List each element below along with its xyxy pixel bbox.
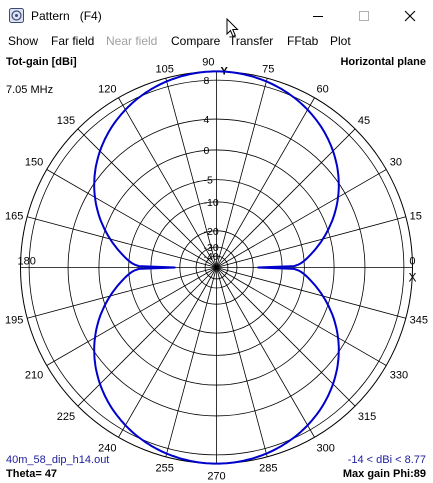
grid-spoke <box>216 97 315 268</box>
grid-spoke <box>77 128 217 268</box>
radiation-pattern-trace <box>93 70 340 465</box>
app-icon <box>9 8 24 23</box>
polar-pattern-chart: 0 15 30 45 60 75 90 105 120 135 150 165 180 195 210 225… <box>5 57 428 483</box>
ring-value-label: 8 <box>204 75 210 87</box>
minimize-icon <box>313 15 323 17</box>
grid-spoke <box>46 267 217 366</box>
angle-label: 165 <box>5 211 23 223</box>
angle-label: 0 <box>409 256 415 268</box>
grid-spoke <box>118 267 217 438</box>
angle-label: 15 <box>410 211 422 223</box>
grid-spoke <box>216 267 406 319</box>
angle-label: 60 <box>317 83 329 95</box>
maximize-icon <box>359 10 369 21</box>
grid-spoke <box>216 267 356 407</box>
grid-spoke <box>216 128 356 268</box>
grid-spoke <box>165 267 217 457</box>
grid-spoke <box>216 267 315 438</box>
close-button[interactable] <box>387 0 433 31</box>
grid-spoke <box>27 216 217 268</box>
grid-spoke <box>216 267 387 366</box>
angle-label: 330 <box>390 370 408 382</box>
angle-label: 90 <box>202 57 214 69</box>
gain-range-label: -14 < dBi < 8.77 <box>347 454 426 466</box>
menu-far-field[interactable]: Far field <box>51 34 95 48</box>
angle-label: 210 <box>25 370 43 382</box>
filename-label: 40m_58_dip_h14.out <box>6 454 110 466</box>
menu-transfer[interactable]: Transfer <box>229 34 274 48</box>
ring-value-label: -30 <box>204 242 219 254</box>
angle-label: 195 <box>5 314 23 326</box>
angle-label: 255 <box>156 463 174 475</box>
ring-value-label: -10 <box>204 197 219 209</box>
menu-plot[interactable]: Plot <box>330 34 351 48</box>
ring-value-label: -20 <box>204 226 219 238</box>
angle-label: 225 <box>57 411 75 423</box>
angle-label: 120 <box>98 83 116 95</box>
menu-bar: Show Far field Near field Compare Transf… <box>0 31 433 51</box>
grid-spoke <box>165 78 217 268</box>
grid-spoke <box>77 267 217 407</box>
ring-value-label: -40 <box>204 251 219 263</box>
close-icon <box>404 10 416 21</box>
grid-spoke <box>46 169 217 268</box>
gain-type-label: Tot-gain [dBi] <box>6 56 77 68</box>
angle-label: 300 <box>317 443 335 455</box>
title-bar: Pattern (F4) <box>0 0 433 31</box>
ring-value-label: 4 <box>204 114 210 126</box>
angle-label: 345 <box>410 314 428 326</box>
angle-label: 315 <box>358 411 376 423</box>
angle-label: 30 <box>390 157 402 169</box>
theta-label: Theta= 47 <box>6 468 58 480</box>
grid-spoke <box>216 267 268 457</box>
angle-label: 270 <box>207 471 225 483</box>
angle-label: 180 <box>18 256 36 268</box>
window-title: Pattern (F4) <box>31 9 102 23</box>
grid-spoke <box>118 97 217 268</box>
angle-label: 75 <box>262 63 274 75</box>
angle-label: 135 <box>57 115 75 127</box>
angle-label: 150 <box>25 157 43 169</box>
angle-label: 105 <box>156 63 174 75</box>
maximize-button[interactable] <box>341 0 387 31</box>
frequency-label: 7.05 MHz <box>6 84 54 96</box>
angle-label: 285 <box>259 463 277 475</box>
angle-label: 45 <box>358 115 370 127</box>
grid-spoke <box>27 267 217 319</box>
menu-fftab[interactable]: FFtab <box>287 34 319 48</box>
menu-compare[interactable]: Compare <box>171 34 221 48</box>
menu-near-field[interactable]: Near field <box>106 34 158 48</box>
menu-show[interactable]: Show <box>8 34 39 48</box>
polar-plot-area: 0 15 30 45 60 75 90 105 120 135 150 165 180 195 210 225… <box>0 51 433 483</box>
minimize-button[interactable] <box>295 0 341 31</box>
grid-spoke <box>216 169 387 268</box>
plane-label: Horizontal plane <box>340 56 426 68</box>
ring-value-label: 0 <box>204 145 210 157</box>
angle-label: 240 <box>98 443 116 455</box>
grid-spoke <box>216 78 268 268</box>
grid-spoke <box>216 216 406 268</box>
max-gain-label: Max gain Phi:89 <box>342 468 426 480</box>
ring-value-label: -5 <box>204 175 213 187</box>
mouse-pointer-icon <box>226 18 239 38</box>
x-axis-letter: X <box>409 271 417 285</box>
